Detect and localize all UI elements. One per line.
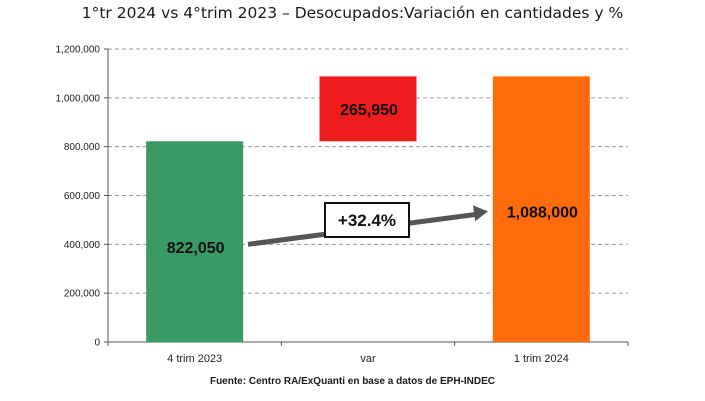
y-tick-label: 1,000,000 (56, 93, 101, 104)
bars: 822,050 265,950 1,088,000 (146, 76, 590, 342)
data-label: 1,088,000 (507, 204, 578, 221)
y-tick-label: 200,000 (64, 289, 101, 300)
chart-title: 1°tr 2024 vs 4°trim 2023 – Desocupados:V… (81, 4, 624, 22)
x-tick-label: 1 trim 2024 (514, 353, 569, 365)
percent-change-box (324, 202, 410, 238)
x-tick-label: var (360, 353, 376, 365)
x-tick-label: 4 trim 2023 (167, 353, 222, 365)
y-tick-label: 0 (94, 338, 100, 349)
y-tick-label: 600,000 (64, 191, 101, 202)
percent-change-label: +32.4% (338, 211, 396, 230)
axes: 0 200,000 400,000 600,000 800,000 1,000,000 1,… (56, 45, 629, 365)
bar-4-trim-2023 (146, 141, 244, 342)
source-note: Fuente: Centro RA/ExQuanti en base a dat… (209, 376, 496, 387)
bar-var (319, 76, 417, 142)
data-label: 265,950 (340, 102, 398, 119)
y-tick-label: 400,000 (64, 240, 101, 251)
data-label: 822,050 (167, 240, 225, 257)
annotation: +32.4% (247, 202, 488, 247)
y-tick-label: 800,000 (64, 142, 101, 153)
y-tick-label: 1,200,000 (56, 45, 101, 56)
bar-1-trim-2024 (492, 76, 590, 342)
trend-arrow-head (473, 205, 488, 222)
